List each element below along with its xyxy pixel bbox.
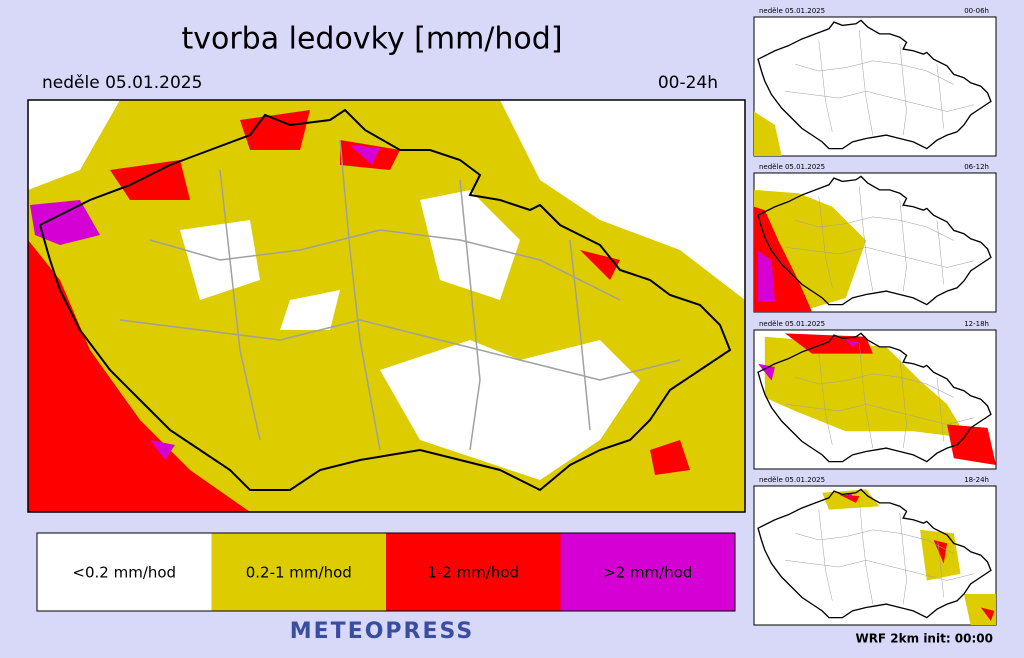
legend-swatch bbox=[211, 533, 386, 611]
brand: METEOPRESS bbox=[290, 619, 474, 644]
legend-label: 0.2-1 mm/hod bbox=[246, 564, 352, 582]
thumbnail: neděle 05.01.2025 18-24h bbox=[753, 476, 997, 626]
legend-swatch bbox=[37, 533, 212, 611]
thumbnail-map bbox=[757, 488, 996, 626]
thumbnail-map bbox=[754, 175, 992, 313]
legend-label: >2 mm/hod bbox=[603, 564, 692, 582]
legend-swatch bbox=[386, 533, 561, 611]
thumbnail-bg bbox=[753, 16, 997, 157]
footer: WRF 2km init: 00:00 bbox=[855, 632, 993, 646]
thumbnail: neděle 05.01.2025 06-12h bbox=[753, 163, 997, 313]
thumbnail-period: 12-18h bbox=[964, 320, 989, 328]
thumbnail-period: 00-06h bbox=[964, 7, 989, 15]
thumbnail-date: neděle 05.01.2025 bbox=[759, 476, 825, 484]
thumbnail: neděle 05.01.2025 00-06h bbox=[753, 7, 997, 157]
map-frame bbox=[27, 99, 746, 513]
thumbnail: neděle 05.01.2025 12-18h bbox=[753, 320, 997, 470]
thumbnail-date: neděle 05.01.2025 bbox=[759, 7, 825, 15]
legend-label: <0.2 mm/hod bbox=[72, 564, 176, 582]
title: tvorba ledovky [mm/hod] bbox=[181, 22, 562, 57]
legend-swatch bbox=[560, 533, 735, 611]
thumbnail-period: 06-12h bbox=[964, 163, 989, 171]
main-map bbox=[28, 100, 745, 512]
thumbnail-map bbox=[757, 332, 996, 465]
period: 00-24h bbox=[658, 73, 718, 93]
thumbnail-bg bbox=[753, 485, 997, 626]
thumbnail-map bbox=[754, 19, 992, 157]
legend: <0.2 mm/hod 0.2-1 mm/hod 1-2 mm/hod >2 mm/h… bbox=[37, 533, 735, 611]
thumbnail-period: 18-24h bbox=[964, 476, 989, 484]
legend-label: 1-2 mm/hod bbox=[427, 564, 519, 582]
date: neděle 05.01.2025 bbox=[42, 73, 202, 93]
thumbnail-date: neděle 05.01.2025 bbox=[759, 163, 825, 171]
thumbnail-date: neděle 05.01.2025 bbox=[759, 320, 825, 328]
legend-frame bbox=[36, 532, 736, 612]
